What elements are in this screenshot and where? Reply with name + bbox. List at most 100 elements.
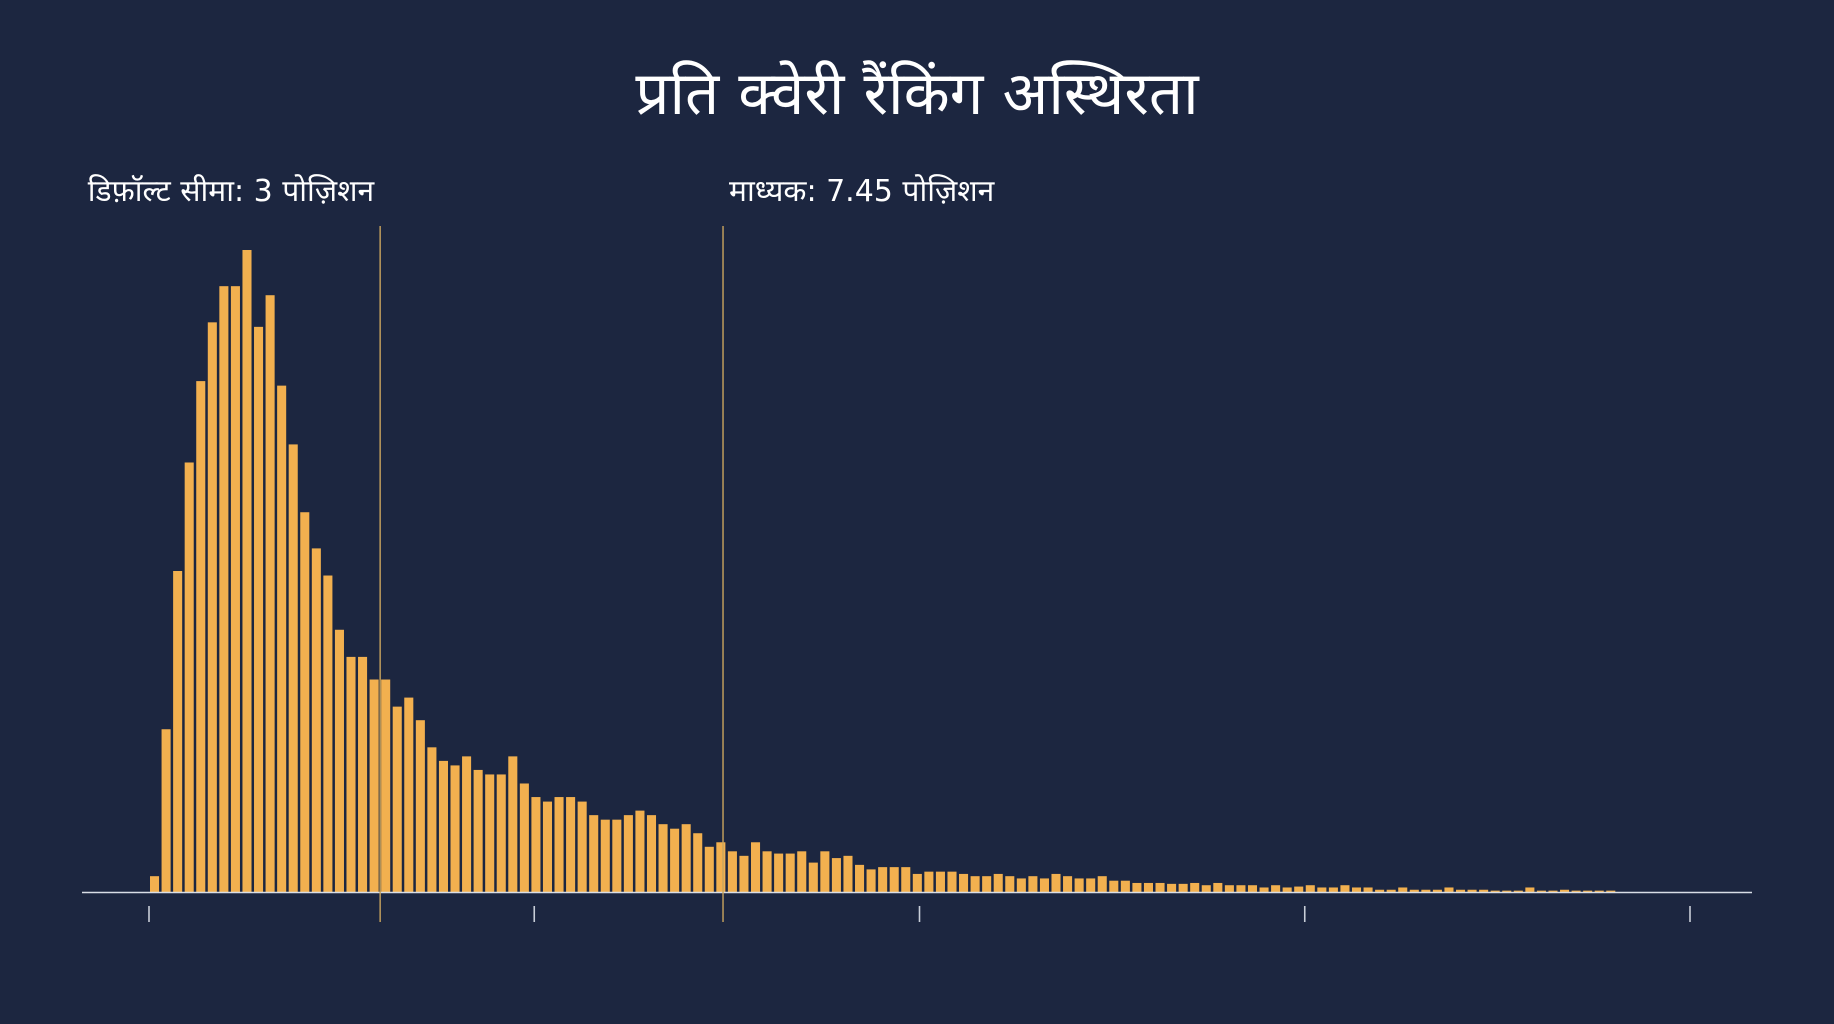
histogram-bar: [589, 815, 599, 892]
default-limit-label: डिफ़ॉल्ट सीमा: 3 पोज़िशन: [88, 174, 376, 209]
histogram-bar: [750, 842, 761, 892]
histogram-bar: [658, 824, 668, 892]
histogram-bar: [1271, 885, 1281, 892]
histogram-bar: [1490, 890, 1500, 892]
histogram-bar: [739, 855, 749, 892]
histogram-bar: [230, 286, 240, 892]
histogram-bar: [1074, 878, 1084, 892]
histogram-bar: [1432, 889, 1442, 892]
histogram-bar: [265, 295, 275, 893]
histogram-bar: [646, 815, 657, 892]
histogram-bar: [473, 769, 483, 892]
histogram-bar: [1109, 880, 1119, 892]
histogram-bar: [681, 824, 691, 892]
histogram-bar: [600, 819, 610, 892]
histogram-bar: [554, 797, 564, 892]
histogram-bar: [866, 869, 876, 892]
histogram-bar: [311, 548, 321, 892]
histogram-bar: [288, 444, 298, 892]
histogram-bar: [334, 629, 344, 892]
histogram-bar: [1120, 880, 1130, 892]
histogram-bar: [612, 819, 622, 892]
histogram-bar: [889, 867, 899, 892]
histogram-bar: [531, 797, 541, 892]
histogram-bar: [670, 828, 680, 892]
histogram-bar: [924, 871, 934, 892]
histogram-bar: [358, 656, 368, 892]
histogram-bar: [762, 851, 772, 892]
histogram-bar: [1213, 882, 1223, 892]
histogram-bar: [1560, 889, 1570, 892]
histogram-bar: [831, 858, 841, 892]
histogram-bar: [970, 876, 980, 892]
histogram-bar: [1398, 887, 1408, 892]
histogram-bar: [820, 851, 830, 892]
histogram-bar: [381, 679, 391, 892]
histogram-bar: [1456, 889, 1466, 892]
histogram-bar: [1294, 886, 1304, 892]
histogram-bar: [369, 679, 379, 892]
histogram-bar: [1155, 882, 1165, 892]
histogram-bar: [1247, 885, 1258, 892]
histogram-bar: [1594, 890, 1604, 892]
histogram-bar: [947, 871, 957, 892]
histogram-bar: [716, 842, 726, 892]
histogram-bar: [577, 801, 587, 892]
histogram-bar: [184, 462, 194, 892]
histogram-bar: [1005, 876, 1015, 892]
histogram-bar: [1259, 887, 1269, 892]
histogram-bar: [878, 867, 888, 892]
histogram-bar: [704, 846, 714, 892]
histogram-bar: [219, 286, 229, 892]
histogram-bar: [1201, 885, 1211, 892]
histogram-bar: [1409, 889, 1419, 892]
histogram-bar: [993, 873, 1003, 892]
histogram-bar: [1016, 878, 1026, 892]
histogram-bar: [797, 851, 807, 892]
histogram-bar: [415, 720, 425, 892]
chart-title: प्रति क्वेरी रैंकिंग अस्थिरता: [635, 59, 1199, 129]
histogram-bar: [404, 697, 414, 892]
histogram-bar: [150, 876, 160, 892]
histogram-bar: [1178, 883, 1188, 892]
histogram-bar: [1502, 890, 1512, 892]
histogram-bar: [462, 756, 472, 892]
histogram-bar: [300, 512, 310, 892]
histogram-bar: [277, 385, 287, 892]
histogram-bar: [1143, 882, 1153, 892]
histogram-bar: [254, 326, 264, 892]
histogram-bar: [1167, 883, 1177, 892]
histogram-bar: [542, 801, 553, 892]
histogram-bar: [959, 873, 969, 892]
histogram-bar: [1606, 890, 1616, 892]
histogram-bar: [1305, 885, 1315, 892]
histogram-bar: [1479, 889, 1489, 892]
histogram-bar: [982, 876, 992, 892]
histogram-bar: [1571, 890, 1581, 892]
histogram-bar: [496, 774, 506, 892]
histogram-bar: [1363, 887, 1373, 892]
histogram-bar: [1317, 887, 1327, 892]
histogram-bar: [242, 250, 252, 892]
histogram-bar: [161, 729, 171, 892]
histogram-bar: [935, 871, 945, 892]
histogram-bar: [566, 797, 576, 892]
histogram-bar: [785, 853, 795, 892]
histogram-bar: [485, 774, 495, 892]
histogram-bar: [1328, 887, 1338, 892]
histogram-bar: [438, 760, 448, 892]
histogram-bar: [1097, 876, 1107, 892]
histogram-bar: [912, 873, 922, 892]
histogram-bar: [450, 765, 460, 892]
histogram-bar: [623, 815, 633, 892]
histogram-bar: [392, 706, 402, 892]
histogram-bar: [727, 851, 737, 892]
histogram-bar: [1467, 889, 1477, 892]
histogram-bar: [1190, 882, 1200, 892]
histogram-bar: [1086, 878, 1096, 892]
histogram-bar: [1051, 873, 1061, 892]
histogram-bar: [1224, 885, 1234, 892]
histogram-bar: [323, 575, 333, 892]
